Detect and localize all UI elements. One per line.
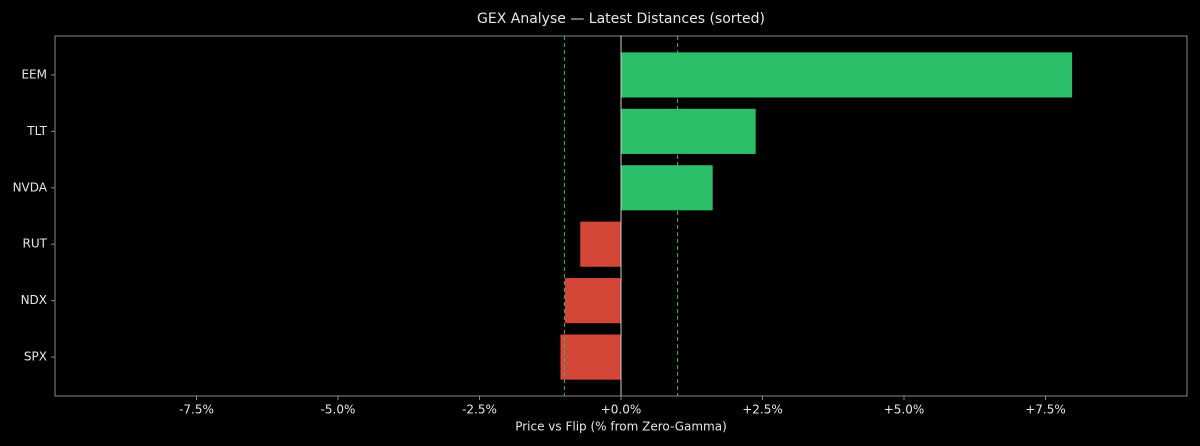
x-tick-label: -2.5%	[462, 403, 497, 417]
bar	[560, 334, 621, 380]
x-tick-label: -5.0%	[321, 403, 356, 417]
bar	[621, 108, 756, 154]
y-tick-label: RUT	[23, 237, 48, 251]
x-tick-label: +7.5%	[1025, 403, 1066, 417]
y-tick-label: SPX	[24, 350, 47, 364]
chart-title: GEX Analyse — Latest Distances (sorted)	[477, 11, 765, 27]
x-tick-label: +5.0%	[884, 403, 925, 417]
x-tick-label: +0.0%	[601, 403, 642, 417]
x-axis-label: Price vs Flip (% from Zero-Gamma)	[515, 420, 727, 434]
bar	[580, 221, 621, 267]
bar	[564, 278, 621, 324]
y-tick-label: NDX	[21, 293, 47, 307]
y-tick-label: TLT	[26, 124, 47, 138]
bar	[621, 52, 1073, 98]
x-tick-label: +2.5%	[742, 403, 783, 417]
x-tick-label: -7.5%	[179, 403, 214, 417]
bar	[621, 165, 713, 211]
y-tick-label: EEM	[21, 67, 47, 81]
y-tick-label: NVDA	[13, 180, 48, 194]
